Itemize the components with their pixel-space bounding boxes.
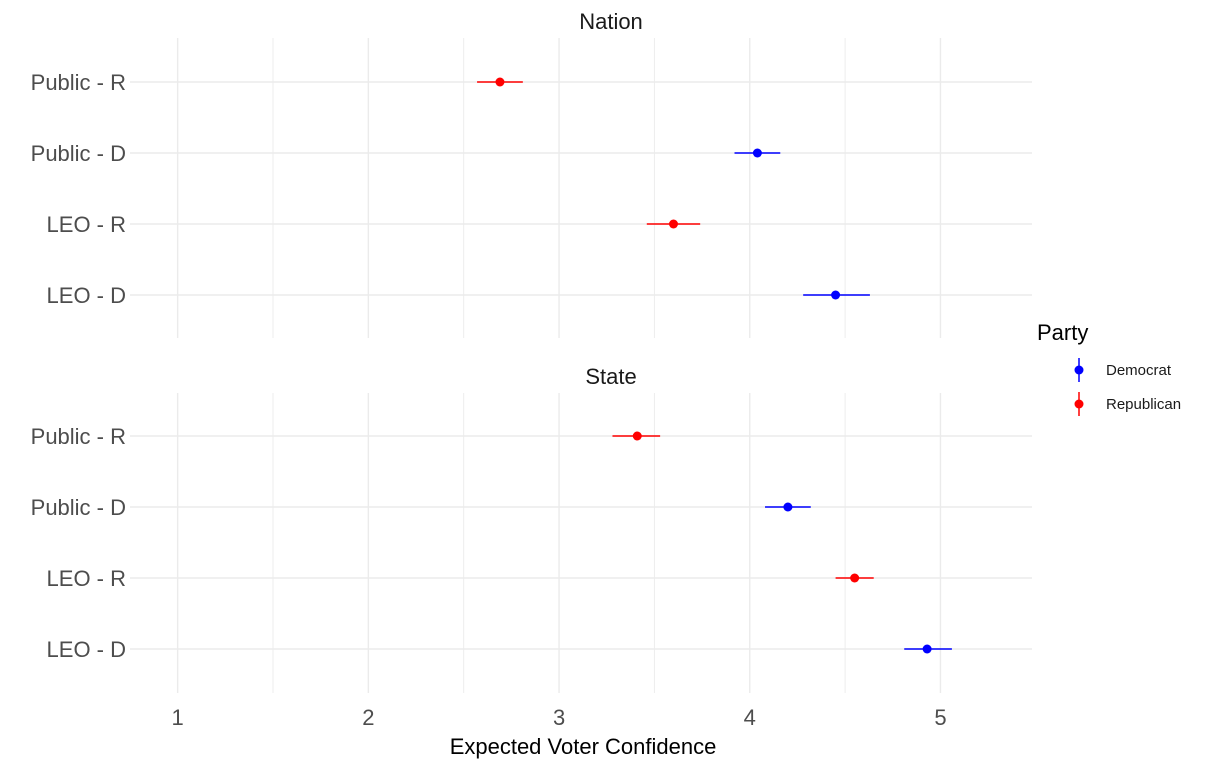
x-tick-label: 3 [553, 705, 565, 730]
data-point [850, 573, 860, 583]
category-label: LEO - D [47, 637, 126, 662]
legend-entry-democrat: Democrat [1074, 358, 1172, 382]
data-point [783, 502, 793, 512]
x-tick-label: 5 [934, 705, 946, 730]
category-label: LEO - D [47, 283, 126, 308]
x-tick-label: 1 [172, 705, 184, 730]
data-point [752, 148, 762, 158]
facet-title: Nation [579, 9, 643, 34]
category-label: Public - D [31, 495, 126, 520]
category-label: Public - R [31, 424, 126, 449]
data-point [495, 77, 505, 87]
legend-key-point [1074, 399, 1084, 409]
x-tick-label: 4 [744, 705, 756, 730]
x-tick-label: 2 [362, 705, 374, 730]
category-label: LEO - R [47, 566, 126, 591]
data-point [632, 431, 642, 441]
legend-title: Party [1037, 320, 1088, 345]
data-point [922, 644, 932, 654]
legend-label: Republican [1106, 396, 1181, 413]
legend-entry-republican: Republican [1074, 392, 1181, 416]
facet-panel-nation: Nation Public - R Public - D LEO - R LEO - D [31, 9, 1032, 338]
category-label: LEO - R [47, 212, 126, 237]
facet-panel-state: State Public - R Public - D LEO - R LEO - D [31, 364, 1032, 693]
data-point [831, 290, 841, 300]
facet-title: State [585, 364, 636, 389]
legend-label: Democrat [1106, 362, 1172, 379]
legend: Party Democrat Republican [1037, 320, 1181, 416]
x-axis-title: Expected Voter Confidence [450, 734, 717, 759]
category-label: Public - R [31, 70, 126, 95]
category-label: Public - D [31, 141, 126, 166]
legend-key-point [1074, 365, 1084, 375]
data-point [668, 219, 678, 229]
